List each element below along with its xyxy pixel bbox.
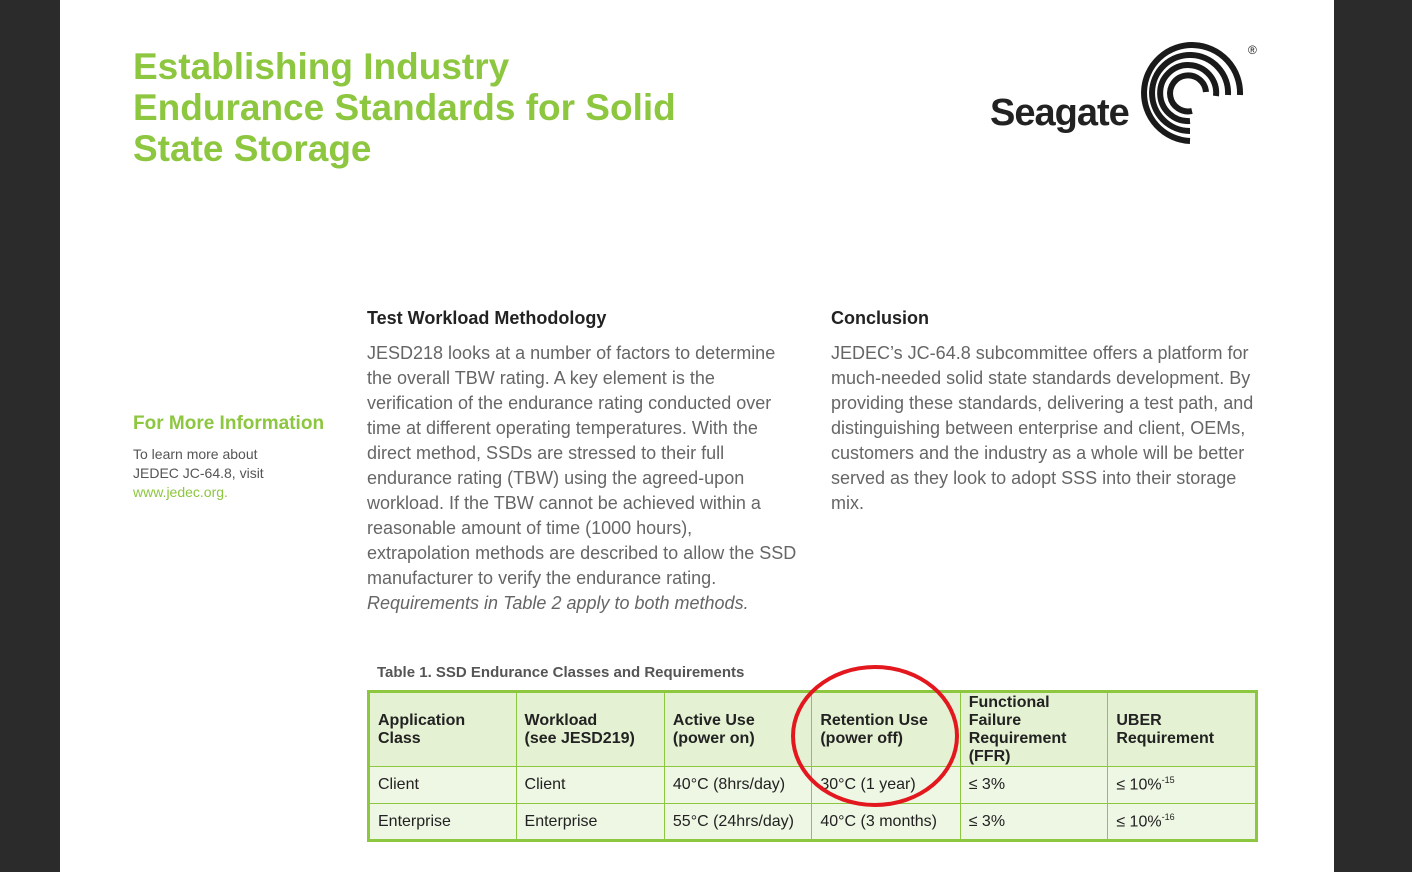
more-info-line-2: JEDEC JC-64.8, visit (133, 465, 264, 481)
registered-mark: ® (1248, 43, 1257, 57)
more-info-heading: For More Information (133, 413, 325, 434)
header-application-class: Application Class (368, 691, 517, 767)
cell-ffr: ≤ 3% (959, 803, 1109, 841)
methodology-section: Test Workload Methodology JESD218 looks … (367, 308, 799, 616)
table-row: Enterprise Enterprise 55°C (24hrs/day) 4… (368, 803, 1257, 841)
conclusion-heading: Conclusion (831, 308, 929, 328)
table-row: Client Client 40°C (8hrs/day) 30°C (1 ye… (368, 766, 1257, 804)
header-retention-use: Retention Use (power off) (811, 691, 961, 767)
header-ffr: Functional Failure Requirement (FFR) (959, 691, 1109, 767)
cell-ffr: ≤ 3% (959, 766, 1109, 804)
table-header-row: Application Class Workload (see JESD219)… (368, 691, 1257, 767)
endurance-table: Application Class Workload (see JESD219)… (367, 690, 1258, 842)
title-line-2: Endurance Standards for Solid (133, 87, 676, 128)
header-active-use: Active Use (power on) (663, 691, 813, 767)
cell-uber: ≤ 10%-16 (1107, 803, 1257, 841)
jedec-link[interactable]: www.jedec.org. (133, 484, 228, 500)
cell-workload: Client (515, 766, 665, 804)
document-title: Establishing Industry Endurance Standard… (133, 46, 753, 169)
seagate-logo: Seagate ® (990, 40, 1270, 150)
conclusion-section: Conclusion JEDEC’s JC-64.8 subcommittee … (831, 308, 1263, 516)
methodology-note: Requirements in Table 2 apply to both me… (367, 593, 749, 613)
conclusion-body: JEDEC’s JC-64.8 subcommittee offers a pl… (831, 343, 1254, 513)
more-info-line-1: To learn more about (133, 446, 258, 462)
cell-active-use: 40°C (8hrs/day) (663, 766, 813, 804)
table-caption: Table 1. SSD Endurance Classes and Requi… (377, 664, 745, 681)
methodology-heading: Test Workload Methodology (367, 308, 607, 328)
cell-application-class: Enterprise (368, 803, 517, 841)
cell-workload: Enterprise (515, 803, 665, 841)
methodology-body: JESD218 looks at a number of factors to … (367, 343, 797, 588)
title-line-3: State Storage (133, 128, 372, 169)
header-workload: Workload (see JESD219) (515, 691, 665, 767)
header-uber: UBER Requirement (1107, 691, 1257, 767)
cell-active-use: 55°C (24hrs/day) (663, 803, 813, 841)
more-info-text: To learn more about JEDEC JC-64.8, visit… (133, 445, 343, 502)
cell-retention-use: 30°C (1 year) (811, 766, 961, 804)
more-info-sidebar: For More Information To learn more about… (133, 413, 343, 502)
title-line-1: Establishing Industry (133, 46, 510, 87)
cell-application-class: Client (368, 766, 517, 804)
document-page: Establishing Industry Endurance Standard… (60, 0, 1334, 872)
cell-retention-use: 40°C (3 months) (811, 803, 961, 841)
cell-uber: ≤ 10%-15 (1107, 766, 1257, 804)
logo-wordmark: Seagate (990, 92, 1130, 134)
seagate-swirl-icon: ® (1141, 42, 1257, 144)
